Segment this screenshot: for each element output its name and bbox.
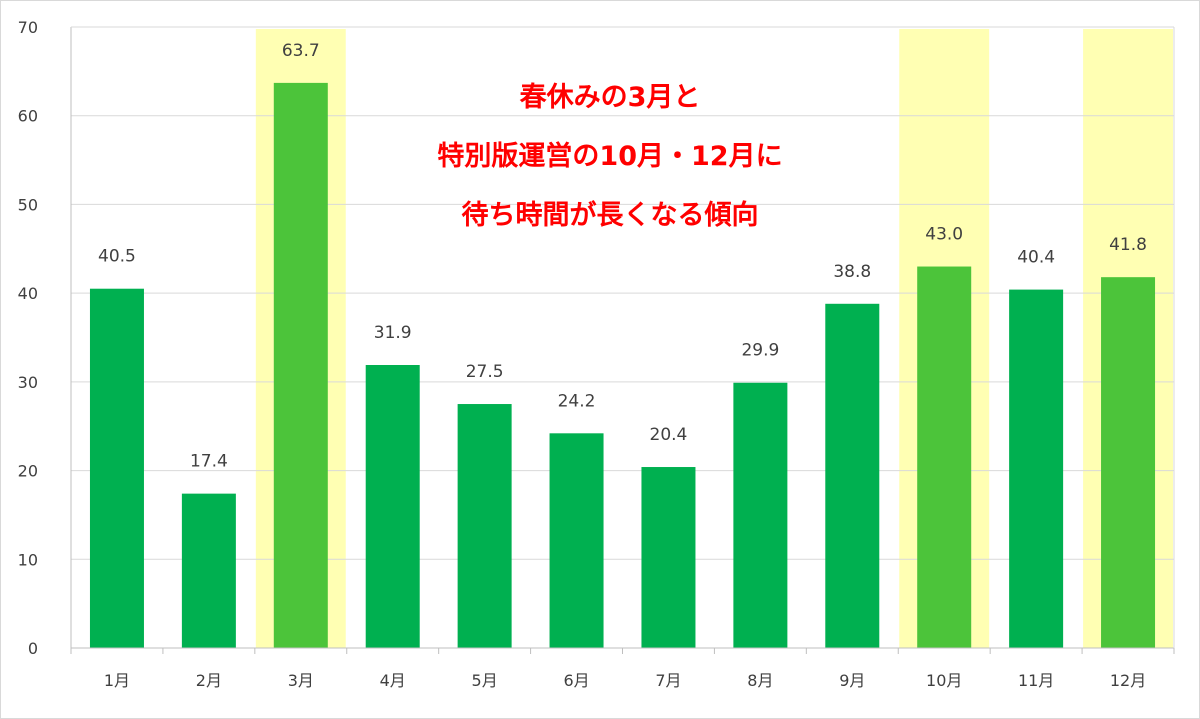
x-tick-label-6: 6月 (563, 671, 589, 690)
x-tick-label-12: 12月 (1110, 671, 1146, 690)
y-tick-label: 20 (18, 462, 38, 481)
annotation-line-3: 待ち時間が長くなる傾向 (462, 199, 759, 231)
bar-1 (89, 288, 144, 648)
bar-2 (181, 493, 236, 648)
data-label-1: 40.5 (98, 247, 136, 267)
x-tick-label-3: 3月 (288, 671, 314, 690)
data-label-12: 41.8 (1109, 235, 1147, 255)
x-tick-label-2: 2月 (196, 671, 222, 690)
data-label-3: 63.7 (282, 41, 320, 61)
bar-9 (825, 303, 880, 648)
data-label-7: 20.4 (650, 425, 688, 445)
y-tick-label: 70 (18, 18, 38, 37)
bar-3 (273, 82, 328, 648)
annotation-line-1: 春休みの3月と (520, 82, 701, 113)
y-tick-label: 50 (18, 195, 38, 214)
x-tick-label-5: 5月 (472, 671, 498, 690)
data-label-10: 43.0 (925, 225, 963, 245)
annotation: 春休みの3月と 特別版運営の10月・12月に 待ち時間が長くなる傾向 (437, 82, 782, 231)
data-label-4: 31.9 (374, 323, 412, 343)
y-tick-label: 30 (18, 373, 38, 392)
x-tick-label-10: 10月 (926, 671, 962, 690)
bar-10 (917, 266, 972, 648)
bar-8 (733, 382, 788, 648)
y-tick-labels: 0 10 20 30 40 50 60 70 (18, 18, 38, 658)
data-label-11: 40.4 (1017, 248, 1055, 268)
annotation-line-2: 特別版運営の10月・12月に (437, 140, 782, 172)
x-tick-label-7: 7月 (655, 671, 681, 690)
y-tick-label: 0 (28, 639, 38, 658)
bar-11 (1009, 289, 1064, 648)
data-label-2: 17.4 (190, 452, 228, 472)
data-label-5: 27.5 (466, 362, 504, 382)
data-label-8: 29.9 (741, 341, 779, 361)
bars (89, 82, 1156, 648)
bar-5 (457, 404, 512, 648)
bar-4 (365, 365, 420, 648)
x-tick-label-4: 4月 (380, 671, 406, 690)
bar-12 (1101, 277, 1156, 648)
x-tick-label-9: 9月 (839, 671, 865, 690)
y-tick-label: 40 (18, 284, 38, 303)
data-labels: 40.5 17.4 63.7 31.9 27.5 24.2 20.4 29.9 38.8 43.0… (98, 41, 1147, 472)
y-tick-label: 10 (18, 550, 38, 569)
data-label-6: 24.2 (558, 391, 596, 411)
x-tick-label-1: 1月 (104, 671, 130, 690)
x-tick-label-8: 8月 (747, 671, 773, 690)
y-tick-label: 60 (18, 107, 38, 126)
data-label-9: 38.8 (833, 262, 871, 282)
axes (70, 26, 1175, 654)
x-tick-label-11: 11月 (1018, 671, 1054, 690)
bar-6 (549, 433, 604, 648)
bar-7 (641, 467, 696, 648)
x-tick-labels: 1月 2月 3月 4月 5月 6月 7月 8月 9月 10月 11月 12月 (104, 671, 1146, 690)
